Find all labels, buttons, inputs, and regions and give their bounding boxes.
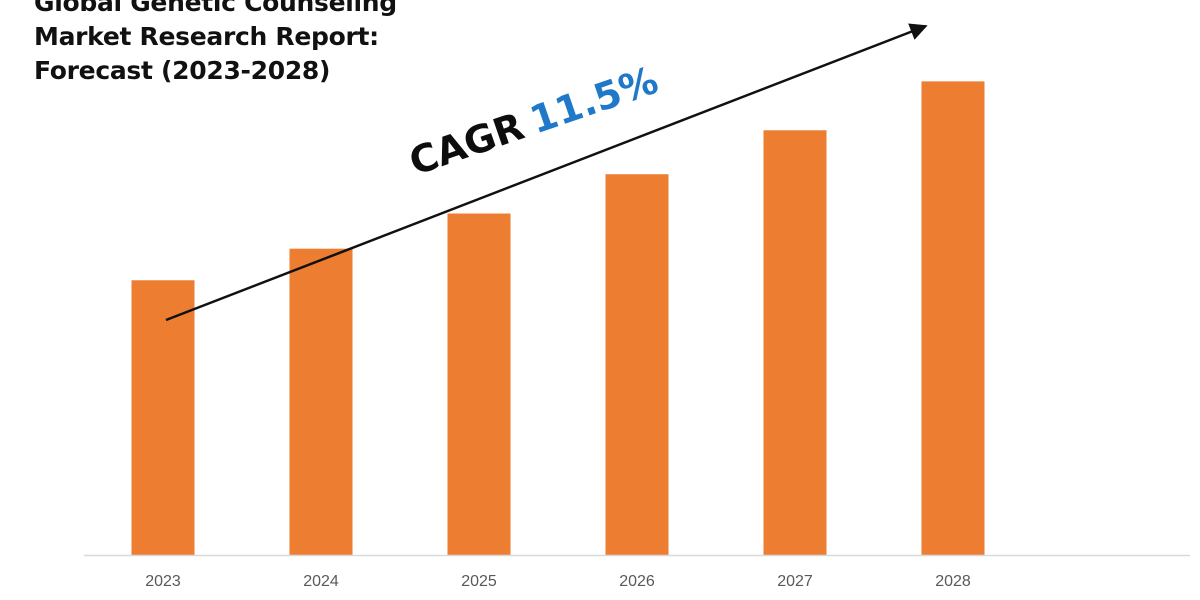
x-tick-label-2027: 2027 xyxy=(777,573,813,590)
x-tick-label-2024: 2024 xyxy=(303,573,339,590)
bar-2024 xyxy=(289,248,353,555)
bar-series xyxy=(131,81,985,555)
cagr-trend-arrow xyxy=(165,23,928,322)
chart-title-line-2: Market Research Report: xyxy=(34,22,379,51)
chart-title: Global Genetic Counseling Market Researc… xyxy=(34,0,397,88)
x-tick-label-2025: 2025 xyxy=(461,573,497,590)
bar-2026 xyxy=(605,174,669,555)
bar-2028 xyxy=(921,81,985,555)
chart-title-line-1: Global Genetic Counseling xyxy=(34,0,397,17)
bar-2025 xyxy=(447,213,511,555)
bar-2023 xyxy=(131,280,195,555)
x-tick-label-2028: 2028 xyxy=(935,573,971,590)
x-tick-label-2026: 2026 xyxy=(619,573,655,590)
x-tick-label-2023: 2023 xyxy=(145,573,181,590)
x-axis-tick-labels: 2023 2024 2025 2026 2027 2028 xyxy=(145,573,971,590)
bar-2027 xyxy=(763,130,827,555)
chart-title-line-3: Forecast (2023-2028) xyxy=(34,56,331,85)
